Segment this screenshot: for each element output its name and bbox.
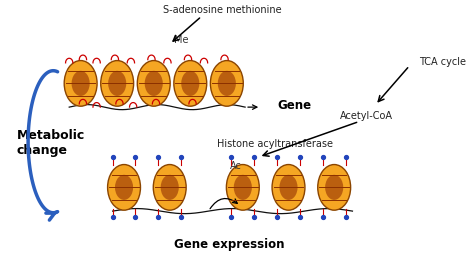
Text: Gene expression: Gene expression bbox=[174, 237, 284, 250]
Ellipse shape bbox=[137, 61, 170, 107]
Ellipse shape bbox=[234, 175, 252, 200]
Text: Metabolic
change: Metabolic change bbox=[17, 128, 85, 156]
Ellipse shape bbox=[145, 72, 163, 97]
Ellipse shape bbox=[153, 165, 186, 210]
Ellipse shape bbox=[174, 61, 207, 107]
Text: S-adenosine methionine: S-adenosine methionine bbox=[163, 5, 282, 14]
Text: TCA cycle: TCA cycle bbox=[419, 56, 465, 66]
Text: Histone acyltransferase: Histone acyltransferase bbox=[217, 138, 333, 148]
Ellipse shape bbox=[161, 175, 179, 200]
Ellipse shape bbox=[325, 175, 343, 200]
Ellipse shape bbox=[227, 165, 259, 210]
Text: Me: Me bbox=[174, 35, 188, 45]
Ellipse shape bbox=[101, 61, 134, 107]
Ellipse shape bbox=[115, 175, 133, 200]
Ellipse shape bbox=[280, 175, 298, 200]
Ellipse shape bbox=[108, 72, 126, 97]
Ellipse shape bbox=[272, 165, 305, 210]
Ellipse shape bbox=[218, 72, 236, 97]
Ellipse shape bbox=[318, 165, 351, 210]
Text: Acetyl-CoA: Acetyl-CoA bbox=[340, 111, 392, 121]
Ellipse shape bbox=[108, 165, 140, 210]
Ellipse shape bbox=[210, 61, 243, 107]
Text: Ac: Ac bbox=[230, 160, 242, 170]
Ellipse shape bbox=[181, 72, 200, 97]
Ellipse shape bbox=[72, 72, 90, 97]
Text: Gene: Gene bbox=[277, 99, 311, 112]
Ellipse shape bbox=[64, 61, 97, 107]
